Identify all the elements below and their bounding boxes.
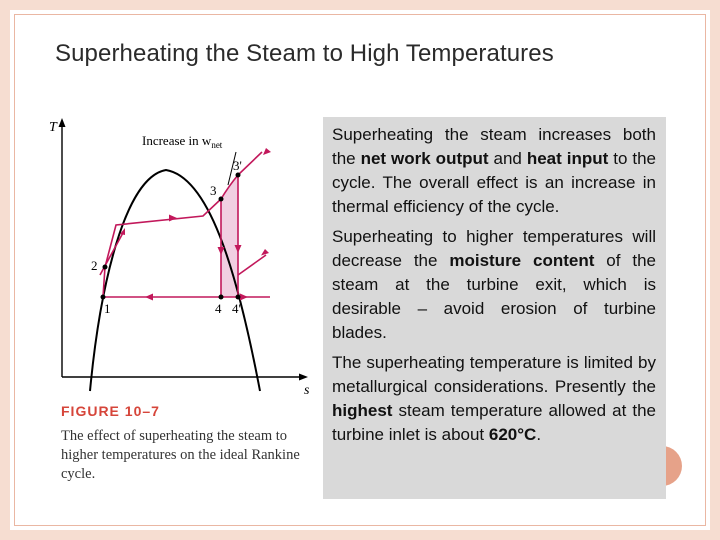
rankine-cycle	[99, 151, 270, 298]
p3-run-3: 620°C	[488, 425, 537, 444]
state-4-label: 4	[215, 301, 222, 316]
state-2-label: 2	[91, 258, 98, 273]
slide-border-bottom	[0, 530, 720, 540]
state-4p-label: 4'	[232, 301, 241, 316]
slide-title: Superheating the Steam to High Temperatu…	[55, 40, 554, 67]
cycle-arrows	[120, 148, 271, 301]
paragraph-3: The superheating temperature is limited …	[332, 351, 656, 447]
p1-run-3: heat input	[526, 149, 609, 168]
paragraph-2: Superheating to higher temperatures will…	[332, 225, 656, 345]
p1-run-1: net work output	[360, 149, 489, 168]
p1-run-0: Superheating the steam increases both th…	[332, 125, 656, 168]
p3-run-4: .	[536, 425, 542, 444]
slide-border-left	[0, 0, 10, 540]
p2-run-2: of the steam at the turbine exit, which …	[332, 251, 657, 342]
p2-run-0: Superheating to higher temperatures will…	[332, 227, 656, 270]
increase-label: Increase in wnet	[142, 133, 223, 150]
state-3p-label: 3'	[233, 158, 242, 173]
state-3-label: 3	[210, 183, 217, 198]
slide-border-right	[710, 0, 720, 540]
shaded-area	[221, 175, 238, 297]
state-points	[100, 172, 241, 300]
p1-run-4: to the cycle. The overall effect is an i…	[332, 149, 657, 216]
p2-run-1: moisture content	[449, 251, 595, 270]
s-axis-label: s	[304, 383, 310, 398]
figure-caption: The effect of superheating the steam to …	[61, 428, 300, 482]
figure-number: FIGURE 10–7	[61, 403, 160, 419]
state-1-label: 1	[104, 301, 111, 316]
s-axis-arrow	[299, 373, 308, 381]
slide-border-top	[0, 0, 720, 10]
increase-pointer	[227, 151, 237, 186]
p3-run-0: The superheating temperature is limited …	[332, 353, 656, 396]
ts-diagram: T s 1 2 3 3' 4 4'	[49, 118, 310, 398]
p3-run-1: highest	[332, 401, 393, 420]
p1-run-2: and	[488, 149, 527, 168]
paragraph-1: Superheating the steam increases both th…	[332, 123, 656, 219]
t-axis-arrow	[58, 118, 66, 127]
p3-run-2: steam temperature allowed at the turbine…	[332, 401, 656, 444]
t-axis-label: T	[49, 120, 58, 135]
explanation-textbox: Superheating the steam increases both th…	[323, 117, 666, 499]
